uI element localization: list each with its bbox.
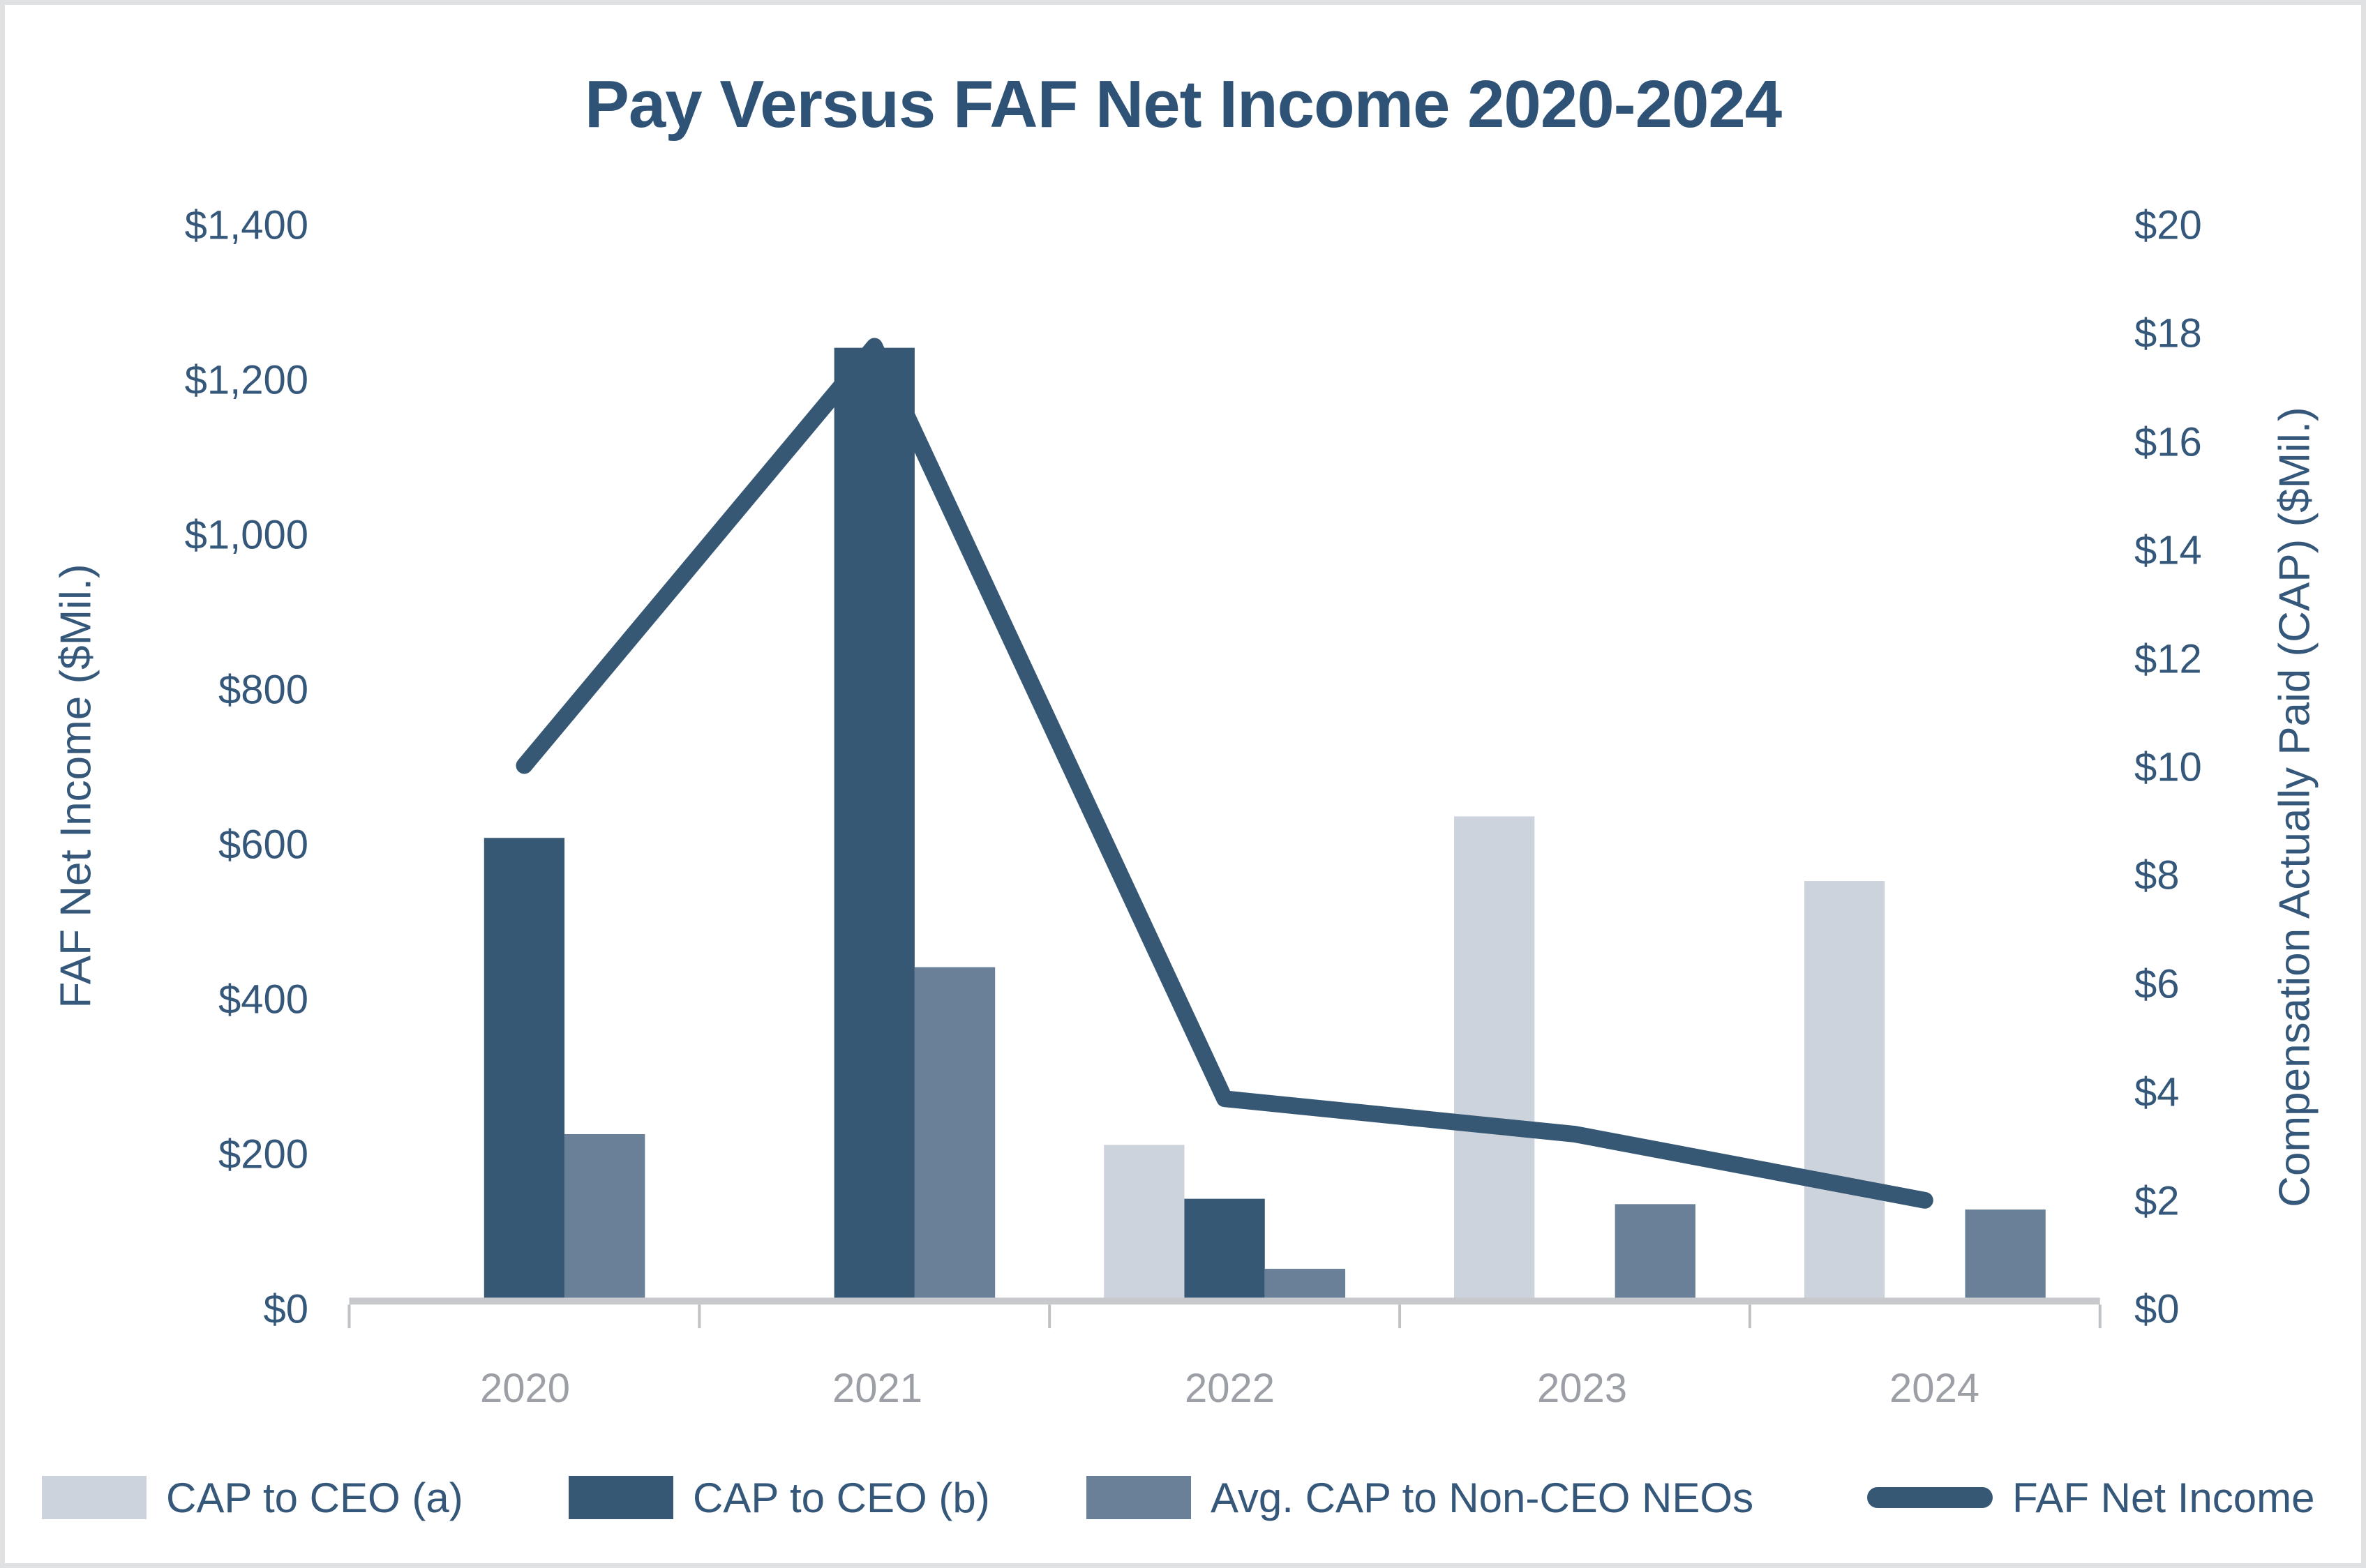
x-axis-tick-mark [1048, 1304, 1051, 1329]
x-axis-label-2020: 2020 [479, 1366, 571, 1411]
bar-cap-to-ceo-b-2020 [484, 838, 565, 1302]
left-axis-tick: $600 [218, 822, 308, 868]
bar-avg-cap-to-non-ceo-neos-2023 [1615, 1204, 1695, 1302]
left-axis-tick: $200 [218, 1131, 308, 1177]
x-axis-label-2021: 2021 [832, 1366, 923, 1411]
right-axis-tick: $4 [2134, 1069, 2180, 1115]
bar-avg-cap-to-non-ceo-neos-2020 [564, 1133, 645, 1302]
right-axis-tick: $2 [2134, 1178, 2180, 1224]
x-axis-tick-mark [1398, 1304, 1402, 1329]
legend-label: FAF Net Income [2012, 1474, 2315, 1521]
right-axis-tick: $20 [2134, 202, 2202, 248]
legend-bar-swatch [42, 1476, 147, 1519]
bar-cap-to-ceo-a-2024 [1804, 881, 1885, 1302]
right-axis-tick: $10 [2134, 744, 2202, 790]
left-axis-tick: $1,000 [184, 512, 308, 558]
right-axis-tick: $12 [2134, 636, 2202, 682]
legend-bar-swatch [1086, 1476, 1191, 1519]
x-axis-tick-mark [347, 1304, 351, 1329]
bar-avg-cap-to-non-ceo-neos-2024 [1965, 1209, 2046, 1302]
x-axis-line [349, 1297, 2100, 1305]
bar-avg-cap-to-non-ceo-neos-2022 [1264, 1269, 1346, 1302]
x-axis-label-2022: 2022 [1184, 1366, 1275, 1411]
right-axis-tick: $6 [2134, 961, 2180, 1007]
legend-item-cap-to-ceo-b: CAP to CEO (b) [569, 1470, 990, 1525]
right-axis-tick: $14 [2134, 527, 2202, 573]
x-axis-tick-mark [2098, 1304, 2102, 1329]
left-axis-tick: $400 [218, 977, 308, 1023]
chart-title: Pay Versus FAF Net Income 2020-2024 [584, 67, 1782, 142]
bar-cap-to-ceo-a-2023 [1454, 816, 1535, 1302]
legend: CAP to CEO (a) CAP to CEO (b) Avg. CAP to … [5, 1470, 2361, 1525]
left-axis-tick: $800 [218, 667, 308, 713]
bar-cap-to-ceo-b-2022 [1184, 1198, 1265, 1302]
bar-avg-cap-to-non-ceo-neos-2021 [914, 967, 996, 1302]
line-faf-net-income [516, 338, 1933, 1209]
legend-label: CAP to CEO (b) [693, 1474, 990, 1521]
bar-cap-to-ceo-b-2021 [834, 347, 915, 1302]
right-axis-tick: $16 [2134, 419, 2202, 465]
left-axis-tick: $1,400 [184, 202, 308, 248]
x-axis-tick-mark [1748, 1304, 1751, 1329]
left-axis-title: FAF Net Income ($Mil.) [52, 564, 100, 1009]
bar-cap-to-ceo-a-2022 [1104, 1145, 1185, 1302]
legend-item-avg-cap-to-non-ceo-neos: Avg. CAP to Non-CEO NEOs [1086, 1470, 1753, 1525]
legend-item-cap-to-ceo-a: CAP to CEO (a) [42, 1470, 463, 1525]
left-axis-tick: $0 [263, 1286, 308, 1332]
right-axis-tick: $0 [2134, 1286, 2180, 1332]
legend-label: CAP to CEO (a) [166, 1474, 463, 1521]
right-axis-tick: $8 [2134, 852, 2180, 898]
right-axis-title: Compensation Actually Paid (CAP) ($Mil.) [2270, 407, 2319, 1207]
x-axis-label-2023: 2023 [1536, 1366, 1628, 1411]
legend-item-faf-net-income: FAF Net Income [1867, 1470, 2314, 1525]
chart-card: Pay Versus FAF Net Income 2020-2024 FAF … [5, 5, 2361, 1563]
x-axis-tick-mark [698, 1304, 701, 1329]
left-axis-tick: $1,200 [184, 357, 308, 403]
right-axis-tick: $18 [2134, 310, 2202, 356]
legend-label: Avg. CAP to Non-CEO NEOs [1211, 1474, 1754, 1521]
legend-line-swatch [1867, 1487, 1993, 1508]
x-axis-label-2024: 2024 [1889, 1366, 1980, 1411]
legend-bar-swatch [569, 1476, 673, 1519]
plot-area [347, 338, 2102, 1329]
